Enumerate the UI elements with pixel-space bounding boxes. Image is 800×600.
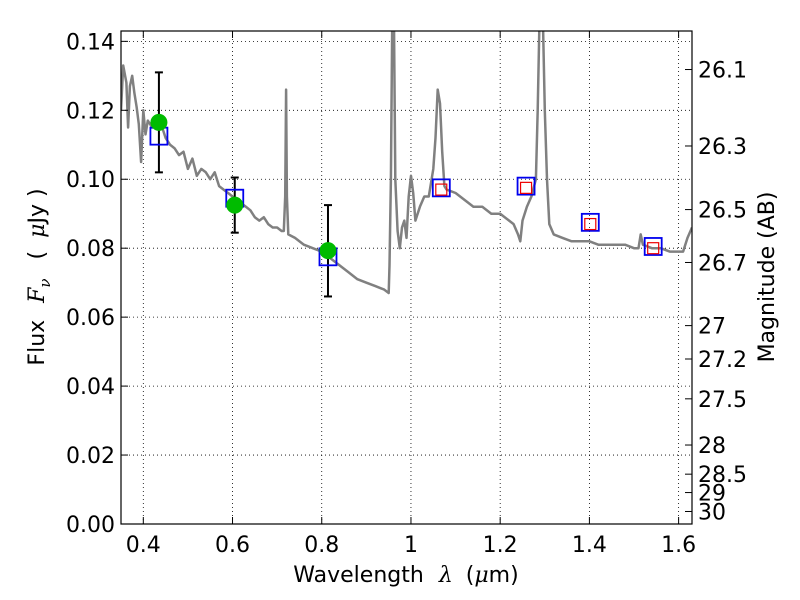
y-axis-label-symbol: F <box>25 287 50 304</box>
y-tick-label: 0.00 <box>66 513 115 538</box>
x-tick-label: 1.6 <box>661 533 696 558</box>
y-tick-label: 0.08 <box>66 237 115 262</box>
model-flux-blue-square <box>431 178 451 198</box>
observed-flux-point <box>226 196 244 214</box>
model-flux-red-square <box>584 217 597 231</box>
y-axis-label: Flux Fν ( μJy ) <box>25 188 56 365</box>
model-flux-red-square <box>519 181 533 194</box>
axes: 0.4 0.6 0.8 1 1.2 1.4 1.6 0.00 0.02 0.04 0.06 0.08 0… <box>66 30 747 558</box>
spectrum-line <box>121 31 692 295</box>
y2-tick-label: 26.7 <box>698 251 747 276</box>
observed-flux-point <box>319 242 337 260</box>
y-tick-label: 0.04 <box>66 375 115 400</box>
model-flux-blue-square <box>643 237 663 256</box>
x-axis-label-symbol: λ <box>438 563 453 588</box>
model-flux-red-square <box>647 242 660 255</box>
x-axis-label-unit-open: ( <box>466 563 475 588</box>
x-tick-label: 1 <box>404 533 418 558</box>
y-axis-label-unit-rest: Jy ) <box>25 188 50 225</box>
y2-tick-label: 27.2 <box>698 348 747 373</box>
y2-tick-label: 28.5 <box>698 463 747 488</box>
y-axis-label-subscript: ν <box>36 278 54 287</box>
x-axis-label-unit-mu: μ <box>474 563 488 588</box>
x-tick-label: 0.6 <box>215 533 250 558</box>
model-flux-red-square <box>435 183 448 196</box>
model-flux-blue-square <box>516 176 536 196</box>
model-spectrum <box>121 31 692 295</box>
plot-frame <box>120 30 693 525</box>
y2-axis-label: Magnitude (AB) <box>755 192 780 363</box>
y2-tick-label: 27.5 <box>698 388 747 413</box>
x-tick-label: 0.8 <box>304 533 339 558</box>
x-tick-label: 1.2 <box>483 533 518 558</box>
y2-tick-label: 29 <box>698 482 726 507</box>
y-tick-label: 0.10 <box>66 168 115 193</box>
y2-tick-label: 28 <box>698 434 726 459</box>
y2-tick-label: 30 <box>698 500 726 525</box>
x-tick-label: 1.4 <box>572 533 607 558</box>
y-axis-label-unit-open: ( <box>25 251 50 260</box>
x-axis-label: Wavelength λ (μm) <box>293 563 518 588</box>
observed-flux-point <box>150 113 168 131</box>
x-axis-label-prefix: Wavelength <box>293 563 424 588</box>
y-axis-label-unit-mu: μ <box>25 224 50 238</box>
markers <box>149 113 663 267</box>
y-axis-label-prefix: Flux <box>25 320 50 366</box>
y2-tick-label: 26.5 <box>698 199 747 224</box>
y-tick-label: 0.14 <box>66 30 115 55</box>
plot-background <box>121 31 692 524</box>
y-tick-label: 0.12 <box>66 99 115 124</box>
x-axis-label-unit-rest: m) <box>489 563 519 588</box>
model-flux-blue-square <box>580 212 600 232</box>
y-tick-label: 0.06 <box>66 306 115 331</box>
y-tick-label: 0.02 <box>66 444 115 469</box>
y2-tick-label: 26.3 <box>698 135 747 160</box>
y2-tick-label: 27 <box>698 315 726 340</box>
y2-tick-label: 26.1 <box>698 59 747 84</box>
x-tick-label: 0.4 <box>126 533 161 558</box>
